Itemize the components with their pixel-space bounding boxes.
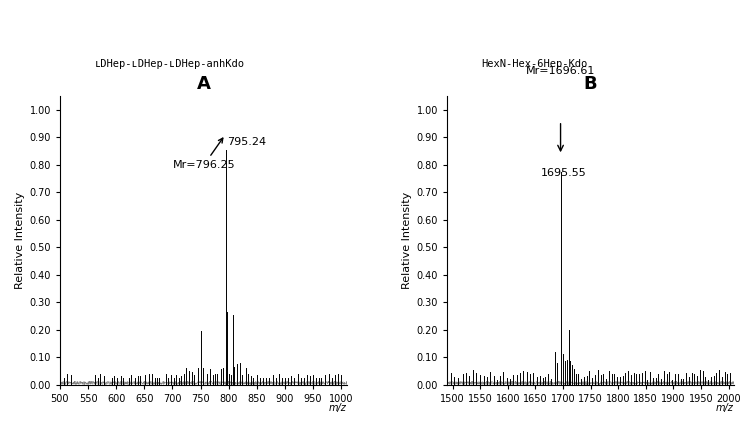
Text: Mr=796.25: Mr=796.25 <box>172 138 235 170</box>
Y-axis label: Relative Intensity: Relative Intensity <box>402 192 413 289</box>
Text: 1695.55: 1695.55 <box>541 167 586 177</box>
Text: 795.24: 795.24 <box>228 137 267 147</box>
Text: ʟDHep-ʟDHep-ʟDHep-anhKdo: ʟDHep-ʟDHep-ʟDHep-anhKdo <box>94 59 244 69</box>
Title: B: B <box>583 75 598 93</box>
Title: A: A <box>196 75 210 93</box>
Text: Mr=1696.61: Mr=1696.61 <box>526 66 595 76</box>
Text: HexN-Hex-6Hep-Kdo: HexN-Hex-6Hep-Kdo <box>482 59 588 69</box>
Text: m/z: m/z <box>329 403 347 413</box>
Text: m/z: m/z <box>716 403 734 413</box>
Y-axis label: Relative Intensity: Relative Intensity <box>15 192 25 289</box>
